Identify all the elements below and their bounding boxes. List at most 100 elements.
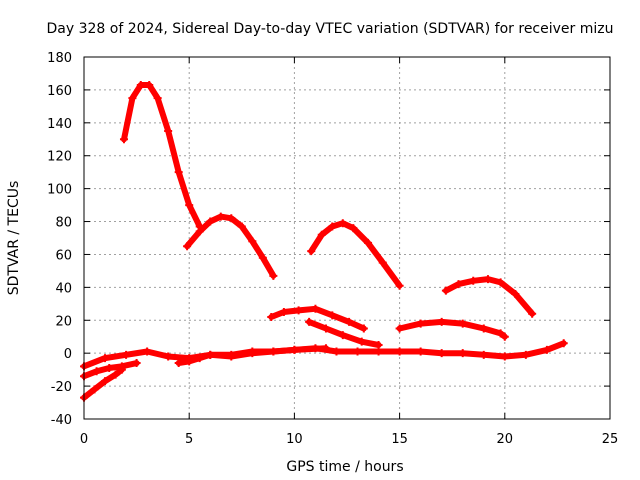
data-point bbox=[195, 227, 204, 236]
data-point bbox=[479, 350, 488, 359]
data-point bbox=[458, 349, 467, 358]
data-point bbox=[117, 365, 126, 374]
data-point bbox=[559, 339, 568, 348]
y-tick-label: 160 bbox=[47, 84, 72, 99]
data-point bbox=[101, 354, 110, 363]
data-point bbox=[416, 347, 425, 356]
data-point bbox=[378, 258, 387, 267]
data-point bbox=[500, 332, 509, 341]
data-point bbox=[294, 306, 303, 315]
data-point bbox=[317, 230, 326, 239]
y-ticks: -40 -20 0 20 40 60 80 100 120 140 160 180 bbox=[47, 51, 610, 428]
data-point bbox=[469, 276, 478, 285]
data-point bbox=[353, 347, 362, 356]
data-point bbox=[479, 324, 488, 333]
data-point bbox=[321, 324, 330, 333]
data-point bbox=[119, 135, 128, 144]
data-point bbox=[511, 289, 520, 298]
data-point bbox=[269, 271, 278, 280]
data-point bbox=[195, 354, 204, 363]
data-point bbox=[395, 347, 404, 356]
data-point bbox=[132, 359, 141, 368]
data-point bbox=[496, 278, 505, 287]
data-point bbox=[542, 345, 551, 354]
data-point bbox=[143, 347, 152, 356]
data-point bbox=[206, 217, 215, 226]
y-tick-label: 0 bbox=[64, 347, 72, 362]
y-tick-label: -40 bbox=[51, 413, 72, 428]
data-point bbox=[174, 168, 183, 177]
x-ticks: 0 5 10 15 20 25 bbox=[80, 57, 618, 447]
data-point bbox=[101, 377, 110, 386]
data-point bbox=[164, 352, 173, 361]
data-point bbox=[183, 242, 192, 251]
data-point bbox=[321, 344, 330, 353]
chart-title: Day 328 of 2024, Sidereal Day-to-day VTE… bbox=[47, 21, 614, 37]
data-point bbox=[328, 222, 337, 231]
x-tick-label: 0 bbox=[80, 432, 88, 447]
x-tick-label: 10 bbox=[286, 432, 303, 447]
y-tick-label: 100 bbox=[47, 183, 72, 198]
data-point bbox=[521, 350, 530, 359]
data-point bbox=[528, 309, 537, 318]
y-axis-title: SDTVAR / TECUs bbox=[6, 181, 22, 296]
data-point bbox=[174, 359, 183, 368]
data-point bbox=[305, 317, 314, 326]
data-point bbox=[496, 329, 505, 338]
y-tick-label: 180 bbox=[47, 51, 72, 66]
data-point bbox=[111, 370, 120, 379]
data-point bbox=[92, 367, 101, 376]
data-point bbox=[311, 304, 320, 313]
y-tick-label: 140 bbox=[47, 117, 72, 132]
data-point bbox=[441, 286, 450, 295]
x-axis-title: GPS time / hours bbox=[286, 459, 403, 475]
data-point bbox=[145, 80, 154, 89]
data-point bbox=[237, 222, 246, 231]
data-point bbox=[128, 94, 137, 103]
data-point bbox=[105, 363, 114, 372]
y-tick-label: 120 bbox=[47, 150, 72, 165]
data-point bbox=[185, 201, 194, 210]
data-point bbox=[216, 212, 225, 221]
data-point bbox=[267, 312, 276, 321]
data-point bbox=[90, 385, 99, 394]
data-point bbox=[437, 349, 446, 358]
data-point bbox=[338, 219, 347, 228]
data-point bbox=[269, 347, 278, 356]
data-point bbox=[227, 214, 236, 223]
data-point bbox=[437, 317, 446, 326]
series-arc-7 bbox=[396, 318, 508, 340]
data-point bbox=[227, 352, 236, 361]
data-point bbox=[364, 238, 373, 247]
data-point bbox=[153, 94, 162, 103]
data-point bbox=[359, 324, 368, 333]
data-point bbox=[395, 281, 404, 290]
data-point bbox=[248, 349, 257, 358]
data-point bbox=[395, 324, 404, 333]
data-point bbox=[416, 319, 425, 328]
data-point bbox=[122, 350, 131, 359]
data-series bbox=[80, 80, 568, 402]
data-point bbox=[374, 347, 383, 356]
data-point bbox=[483, 275, 492, 284]
x-tick-label: 15 bbox=[391, 432, 408, 447]
data-point bbox=[164, 127, 173, 136]
plot-frame bbox=[83, 56, 611, 420]
series-arc-3 bbox=[308, 220, 403, 289]
data-point bbox=[357, 337, 366, 346]
data-point bbox=[136, 80, 145, 89]
x-tick-label: 25 bbox=[602, 432, 619, 447]
series-arc-6 bbox=[306, 318, 382, 348]
data-point bbox=[332, 347, 341, 356]
data-point bbox=[345, 317, 354, 326]
data-point bbox=[454, 280, 463, 289]
data-point bbox=[328, 311, 337, 320]
data-point bbox=[258, 253, 267, 262]
y-tick-label: 20 bbox=[55, 314, 72, 329]
y-tick-label: 60 bbox=[55, 248, 72, 263]
y-tick-label: 40 bbox=[55, 281, 72, 296]
data-point bbox=[206, 350, 215, 359]
data-point bbox=[185, 357, 194, 366]
x-tick-label: 5 bbox=[185, 432, 193, 447]
